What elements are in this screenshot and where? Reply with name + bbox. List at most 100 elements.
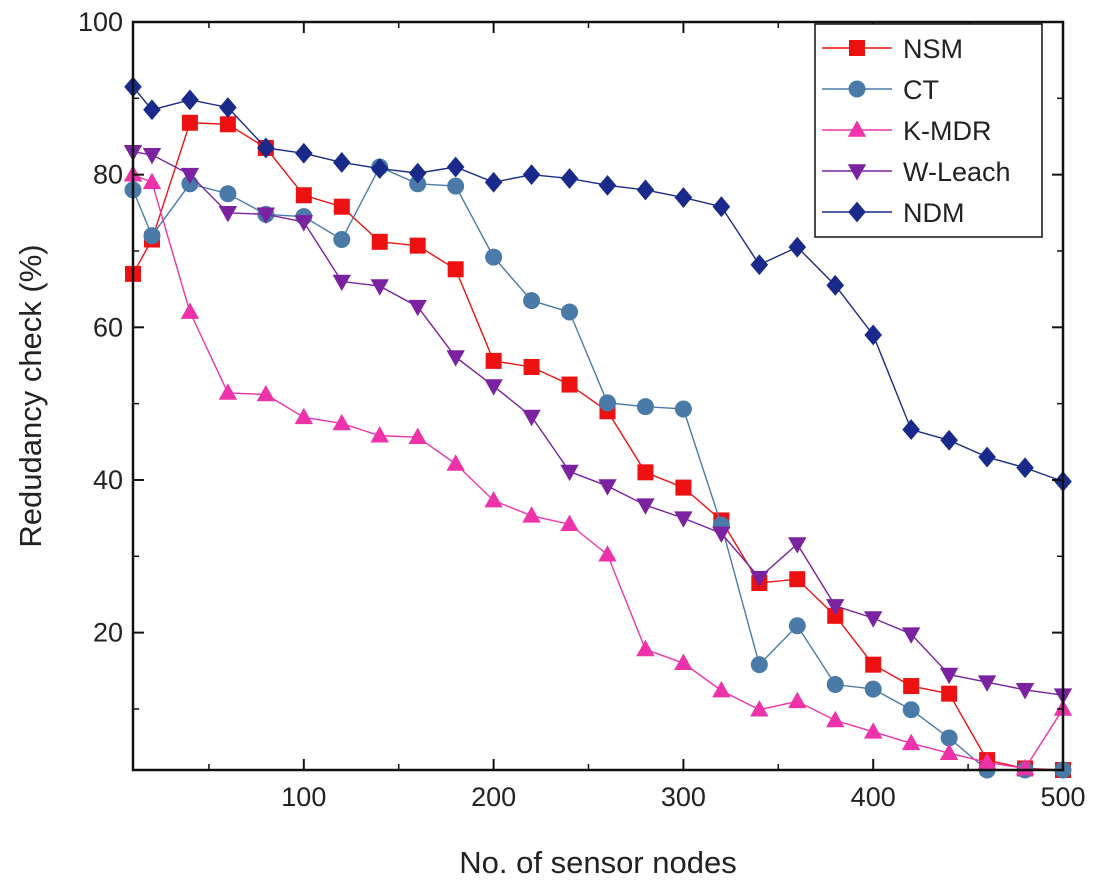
w-leach-point [977, 675, 997, 692]
k-mdr-line [132, 174, 1064, 770]
k-mdr-point [636, 639, 655, 657]
w-leach-point [142, 148, 162, 165]
ndm-point [978, 446, 996, 468]
nsm-point [295, 187, 312, 204]
ndm-point [788, 236, 807, 258]
ct-point [636, 398, 654, 416]
k-mdr-point [256, 384, 276, 402]
w-leach-point [901, 627, 921, 644]
legend-label: NDM [903, 198, 965, 228]
ndm-point [560, 168, 579, 189]
k-mdr-point [180, 302, 200, 319]
ndm-point [750, 254, 769, 276]
ct-point [902, 701, 920, 719]
k-mdr-point [977, 752, 997, 770]
ndm-point [636, 179, 655, 201]
legend-marker [848, 80, 866, 98]
nsm-point [219, 116, 236, 133]
k-mdr-point [370, 426, 389, 443]
w-leach-point [560, 464, 579, 482]
k-mdr-point [446, 454, 465, 471]
w-leach-point [218, 206, 238, 223]
nsm-point [941, 685, 958, 702]
legend-marker [847, 164, 867, 181]
ct-point [674, 400, 692, 418]
w-leach-point [180, 167, 200, 185]
w-leach-point [484, 379, 503, 396]
nsm-point [181, 114, 198, 131]
nsm-point [485, 352, 502, 369]
ndm-point [295, 142, 313, 164]
legend-label: W-Leach [903, 157, 1011, 187]
series-k-mdr [123, 165, 1073, 776]
nsm-point [371, 233, 388, 250]
y-tick-label: 40 [93, 465, 123, 495]
w-leach-point [674, 511, 693, 528]
k-mdr-point [484, 490, 503, 508]
series-layer [123, 76, 1073, 779]
ndm-point [902, 419, 920, 440]
k-mdr-point [408, 427, 427, 445]
ndm-point [219, 97, 237, 118]
legend-label: NSM [903, 34, 963, 64]
nsm-point [523, 358, 540, 375]
series-w-leach [123, 144, 1073, 705]
ct-point [409, 175, 427, 193]
x-tick-label: 400 [851, 782, 896, 812]
y-tick-label: 100 [78, 7, 123, 37]
k-mdr-point [712, 681, 731, 698]
ndm-point [522, 164, 541, 186]
w-leach-point [522, 409, 541, 427]
legend: NSM CT K-MDR W-Leach NDM [814, 23, 1043, 238]
w-leach-point [636, 498, 655, 515]
nsm-point [789, 571, 806, 588]
ndm-point [712, 196, 731, 218]
ct-point [485, 248, 503, 266]
y-tick-label: 60 [93, 312, 123, 342]
k-mdr-point [939, 743, 959, 761]
ndm-point [332, 152, 351, 173]
w-leach-point [712, 526, 731, 543]
w-leach-point [332, 274, 351, 292]
ndm-point [940, 429, 958, 451]
k-mdr-point [598, 545, 617, 562]
ct-point [333, 231, 351, 249]
ct-point [750, 656, 768, 674]
w-leach-point [408, 299, 427, 317]
w-leach-point [1015, 683, 1035, 700]
x-tick-label: 100 [281, 782, 326, 812]
k-mdr-point [522, 506, 541, 523]
w-leach-point [750, 570, 769, 588]
legend-item-k-mdr: K-MDR [822, 116, 992, 146]
k-mdr-point [901, 733, 921, 751]
ndm-point [257, 137, 275, 159]
legend-marker [849, 40, 865, 56]
ct-point [864, 680, 882, 698]
w-leach-point [294, 215, 314, 232]
k-mdr-point [826, 710, 845, 728]
legend-item-ct: CT [822, 75, 939, 105]
ndm-point [408, 162, 427, 184]
ct-point [940, 729, 958, 747]
ndm-point [1016, 457, 1034, 479]
nsm-point [333, 198, 350, 215]
legend-item-ndm: NDM [822, 198, 965, 228]
ct-point [826, 676, 844, 694]
series-ndm [124, 76, 1072, 492]
w-leach-point [826, 599, 845, 616]
plot-frame [131, 20, 1065, 772]
ct-point [523, 292, 541, 310]
k-mdr-point [864, 722, 883, 739]
ndm-point [674, 187, 693, 208]
ndm-point [826, 274, 845, 296]
k-mdr-point [142, 172, 162, 190]
ct-point [561, 303, 579, 321]
w-leach-point [788, 537, 807, 554]
nsm-point [865, 656, 882, 673]
x-axis: 100 200 300 400 500 [208, 22, 1086, 812]
k-mdr-point [332, 413, 351, 431]
nsm-point [637, 464, 654, 481]
k-mdr-point [674, 653, 693, 670]
legend-label: K-MDR [903, 116, 992, 146]
